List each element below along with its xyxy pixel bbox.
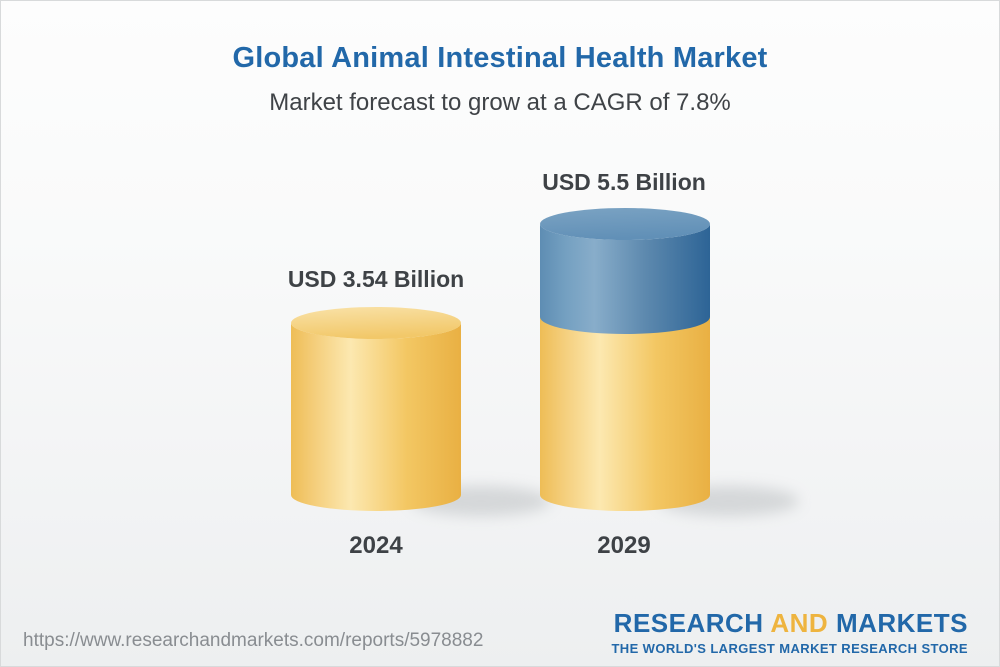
logo-word-and: AND xyxy=(770,608,829,639)
value-label-2029: USD 5.5 Billion xyxy=(542,169,706,195)
bar-2029-growth-segment xyxy=(540,208,710,334)
page-title: Global Animal Intestinal Health Market xyxy=(232,42,768,74)
category-label-2024: 2024 xyxy=(349,532,403,559)
source-url: https://www.researchandmarkets.com/repor… xyxy=(23,630,484,651)
category-label-2029: 2029 xyxy=(597,532,651,559)
bar-2024-cylinder xyxy=(291,307,461,511)
logo-word-research: RESEARCH xyxy=(613,608,764,639)
logo-word-markets: MARKETS xyxy=(835,608,968,639)
logo-tagline: THE WORLD'S LARGEST MARKET RESEARCH STOR… xyxy=(611,641,968,656)
bar-2029-cylinder xyxy=(540,208,710,511)
value-label-2024: USD 3.54 Billion xyxy=(287,266,465,292)
page-subtitle: Market forecast to grow at a CAGR of 7.8… xyxy=(269,89,731,116)
research-and-markets-logo: RESEARCH AND MARKETS THE WORLD'S LARGEST… xyxy=(611,609,968,656)
logo-wordmark: RESEARCH AND MARKETS xyxy=(611,609,968,638)
bar-2029-base-segment xyxy=(540,309,710,511)
